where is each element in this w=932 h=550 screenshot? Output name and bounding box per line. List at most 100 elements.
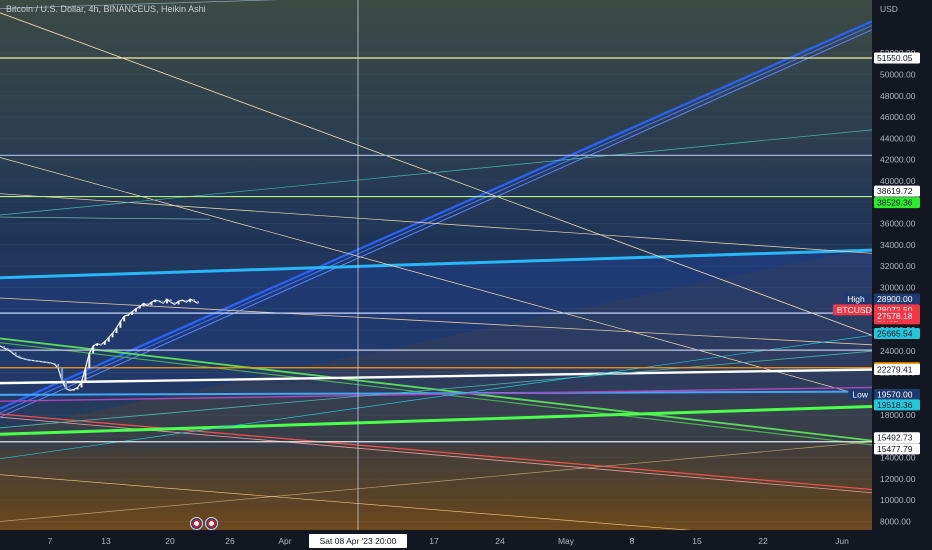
candle xyxy=(65,381,67,389)
candle xyxy=(45,361,48,363)
label-high: 28900.00 High xyxy=(843,293,920,305)
candle xyxy=(68,388,71,391)
price-label-text: 15477.79 xyxy=(877,444,913,454)
price-label-text: 38529.36 xyxy=(877,198,913,208)
price-tag-box xyxy=(848,388,872,400)
trend-line xyxy=(0,12,873,336)
label-15492: 15492.73 xyxy=(874,432,920,444)
price-label-box xyxy=(874,388,920,400)
trend-line xyxy=(0,157,873,399)
x-tick-label: Jun xyxy=(835,536,849,546)
candle xyxy=(165,299,168,304)
trend-line xyxy=(0,129,873,216)
candle xyxy=(169,299,172,303)
trend-line xyxy=(0,193,873,254)
y-tick-label: 44000.00 xyxy=(880,133,916,143)
candle xyxy=(6,348,9,350)
x-tick-label: 22 xyxy=(758,536,768,546)
y-tick-label: 30000.00 xyxy=(880,282,916,292)
trend-line xyxy=(0,368,873,385)
candle xyxy=(99,343,102,345)
price-label-box xyxy=(874,197,920,209)
trend-line xyxy=(0,297,873,346)
label-27578: 27578.18 xyxy=(874,310,920,322)
candle xyxy=(181,300,184,302)
y-tick-label: 14000.00 xyxy=(880,453,916,463)
candle xyxy=(103,341,106,345)
candle xyxy=(18,355,21,358)
price-label-box xyxy=(874,432,920,444)
time-axis xyxy=(0,530,872,550)
candle xyxy=(84,368,87,382)
event-markers xyxy=(190,517,218,530)
us-flag-icon[interactable] xyxy=(190,517,203,530)
candle xyxy=(150,302,153,306)
candle xyxy=(61,368,64,381)
price-line xyxy=(0,298,199,392)
candle xyxy=(22,357,25,359)
price-tag-box xyxy=(843,293,872,305)
x-tick-label: Apr xyxy=(278,536,291,546)
trend-line xyxy=(0,248,873,280)
y-tick-label: 42000.00 xyxy=(880,155,916,165)
price-label-text: 15492.73 xyxy=(877,433,913,443)
price-label-box xyxy=(874,293,920,305)
price-label-text: 27578.18 xyxy=(877,311,913,321)
trend-line xyxy=(0,24,873,414)
y-tick-label: 48000.00 xyxy=(880,91,916,101)
candle xyxy=(76,387,79,390)
crosshair-time-label: Sat 08 Apr '23 20:00 xyxy=(320,536,397,546)
candle xyxy=(80,382,83,388)
y-tick-label: 18000.00 xyxy=(880,410,916,420)
candle xyxy=(197,301,199,304)
symbol-title: Bitcoin / U.S. Dollar, 4h, BINANCEUS, He… xyxy=(6,4,206,14)
candle xyxy=(107,337,110,342)
label-25665: 25665.54 xyxy=(874,327,920,339)
crosshair-time-box xyxy=(309,534,407,548)
candle xyxy=(119,321,122,328)
candle xyxy=(14,352,17,356)
price-label-text: 25665.54 xyxy=(877,328,913,338)
candle xyxy=(10,349,13,353)
price-label-box xyxy=(874,443,920,455)
us-flag-icon[interactable] xyxy=(205,517,218,530)
trend-line xyxy=(0,0,278,9)
x-tick-label: 8 xyxy=(630,536,635,546)
trend-line xyxy=(0,405,873,436)
label-38529: 38529.36 xyxy=(874,197,920,209)
y-tick-label: 24000.00 xyxy=(880,346,916,356)
y-tick-label: 32000.00 xyxy=(880,261,916,271)
blue-zone xyxy=(0,249,872,400)
candle xyxy=(111,333,114,338)
candle xyxy=(185,300,188,303)
candle xyxy=(189,299,192,303)
candle xyxy=(146,303,149,306)
x-tick-label: 7 xyxy=(48,536,53,546)
trend-line xyxy=(0,386,873,402)
trend-line xyxy=(0,334,873,460)
y-tick-label: 12000.00 xyxy=(880,474,916,484)
candle xyxy=(193,299,196,302)
x-tick-label: 17 xyxy=(429,536,439,546)
price-tag-text: Low xyxy=(852,389,868,399)
price-label-box xyxy=(874,399,920,411)
candle xyxy=(26,358,29,360)
trend-line xyxy=(0,390,873,396)
candle xyxy=(57,364,60,369)
x-tick-label: 20 xyxy=(165,536,175,546)
y-tick-label: 10000.00 xyxy=(880,495,916,505)
candle xyxy=(115,327,118,334)
trend-line xyxy=(0,350,873,429)
price-label-text: 51550.05 xyxy=(877,53,913,63)
price-label-text: 19570.00 xyxy=(877,389,913,399)
candle xyxy=(134,308,137,312)
price-label-text: 28900.00 xyxy=(877,294,913,304)
price-label-text: 22279.41 xyxy=(877,365,913,375)
price-label-text: 19518.36 xyxy=(877,400,913,410)
label-15477: 15477.79 xyxy=(874,443,920,455)
y-tick-label: 46000.00 xyxy=(880,112,916,122)
x-tick-label: 26 xyxy=(225,536,235,546)
x-tick-label: May xyxy=(558,536,575,546)
